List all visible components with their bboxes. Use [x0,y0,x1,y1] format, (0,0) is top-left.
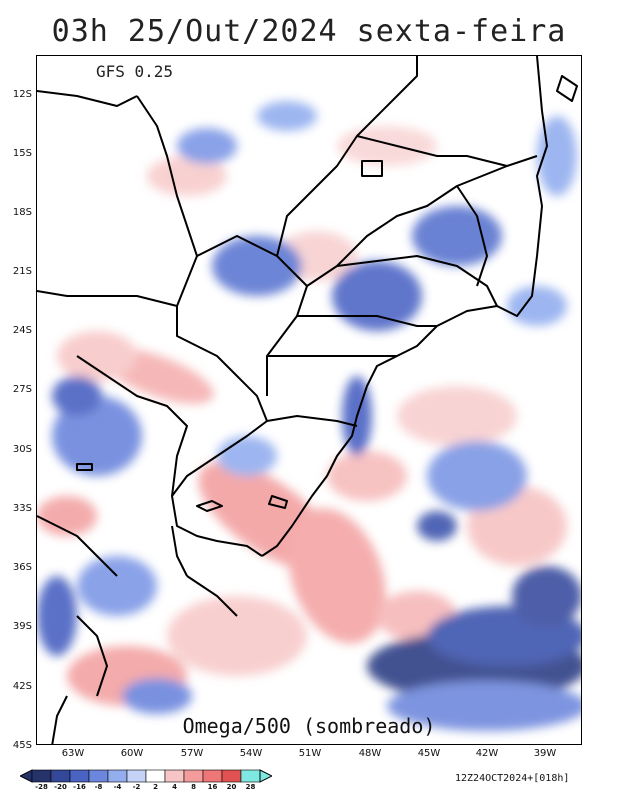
colorbar-cell [164,769,185,783]
lat-label-30s: 30S [12,444,32,455]
colorbar-cell [31,769,52,783]
lat-label-21s: 21S [12,266,32,277]
colorbar-cell [126,769,147,783]
lat-label-36s: 36S [12,562,32,573]
lat-label-24s: 24S [12,325,32,336]
colorbar-tick-label: -20 [54,783,67,791]
colorbar-cell [145,769,166,783]
page-title: 03h 25/Out/2024 sexta-feira [51,14,567,49]
colorbar-tick-label: 8 [191,783,196,791]
colorbar-cell [69,769,90,783]
run-info: 12Z24OCT2024+[018h] [455,773,570,784]
lon-label-42w: 42W [475,748,499,759]
colorbar-tick-label: 20 [226,783,237,791]
colorbar-tick-label: 2 [153,783,158,791]
lat-label-27s: 27S [12,384,32,395]
lat-label-42s: 42S [12,681,32,692]
lon-label-39w: 39W [533,748,557,759]
political-boundaries [37,56,578,744]
lat-label-18s: 18S [12,207,32,218]
lon-label-54w: 54W [239,748,263,759]
colorbar-tick-label: 16 [207,783,218,791]
colorbar-cell [221,769,242,783]
colorbar-cell [88,769,109,783]
colorbar [20,769,272,783]
colorbar-tick-label: -16 [73,783,86,791]
colorbar-cell [107,769,128,783]
omega-field-map [37,56,581,744]
lat-label-45s: 45S [12,740,32,751]
lat-label-33s: 33S [12,503,32,514]
colorbar-cell [202,769,223,783]
colorbar-tick-label: -8 [94,783,103,791]
lat-label-15s: 15S [12,148,32,159]
colorbar-tick-label: 28 [245,783,256,791]
colorbar-cell [50,769,71,783]
lon-label-51w: 51W [298,748,322,759]
lat-label-39s: 39S [12,621,32,632]
map-panel [36,55,582,745]
colorbar-cell [240,769,261,783]
colorbar-right-arrow [259,769,272,783]
lon-label-60w: 60W [120,748,144,759]
omega-shading [37,101,581,731]
colorbar-left-arrow [20,769,33,783]
lon-label-48w: 48W [358,748,382,759]
colorbar-tick-label: -4 [113,783,122,791]
lat-label-12s: 12S [12,89,32,100]
colorbar-tick-label: 4 [172,783,177,791]
colorbar-tick-label: -2 [132,783,141,791]
lon-label-57w: 57W [180,748,204,759]
lon-label-63w: 63W [61,748,85,759]
variable-label: Omega/500 (sombreado) [182,714,436,738]
lon-label-45w: 45W [417,748,441,759]
colorbar-cell [183,769,204,783]
colorbar-tick-label: -28 [35,783,48,791]
model-label: GFS 0.25 [96,62,174,81]
